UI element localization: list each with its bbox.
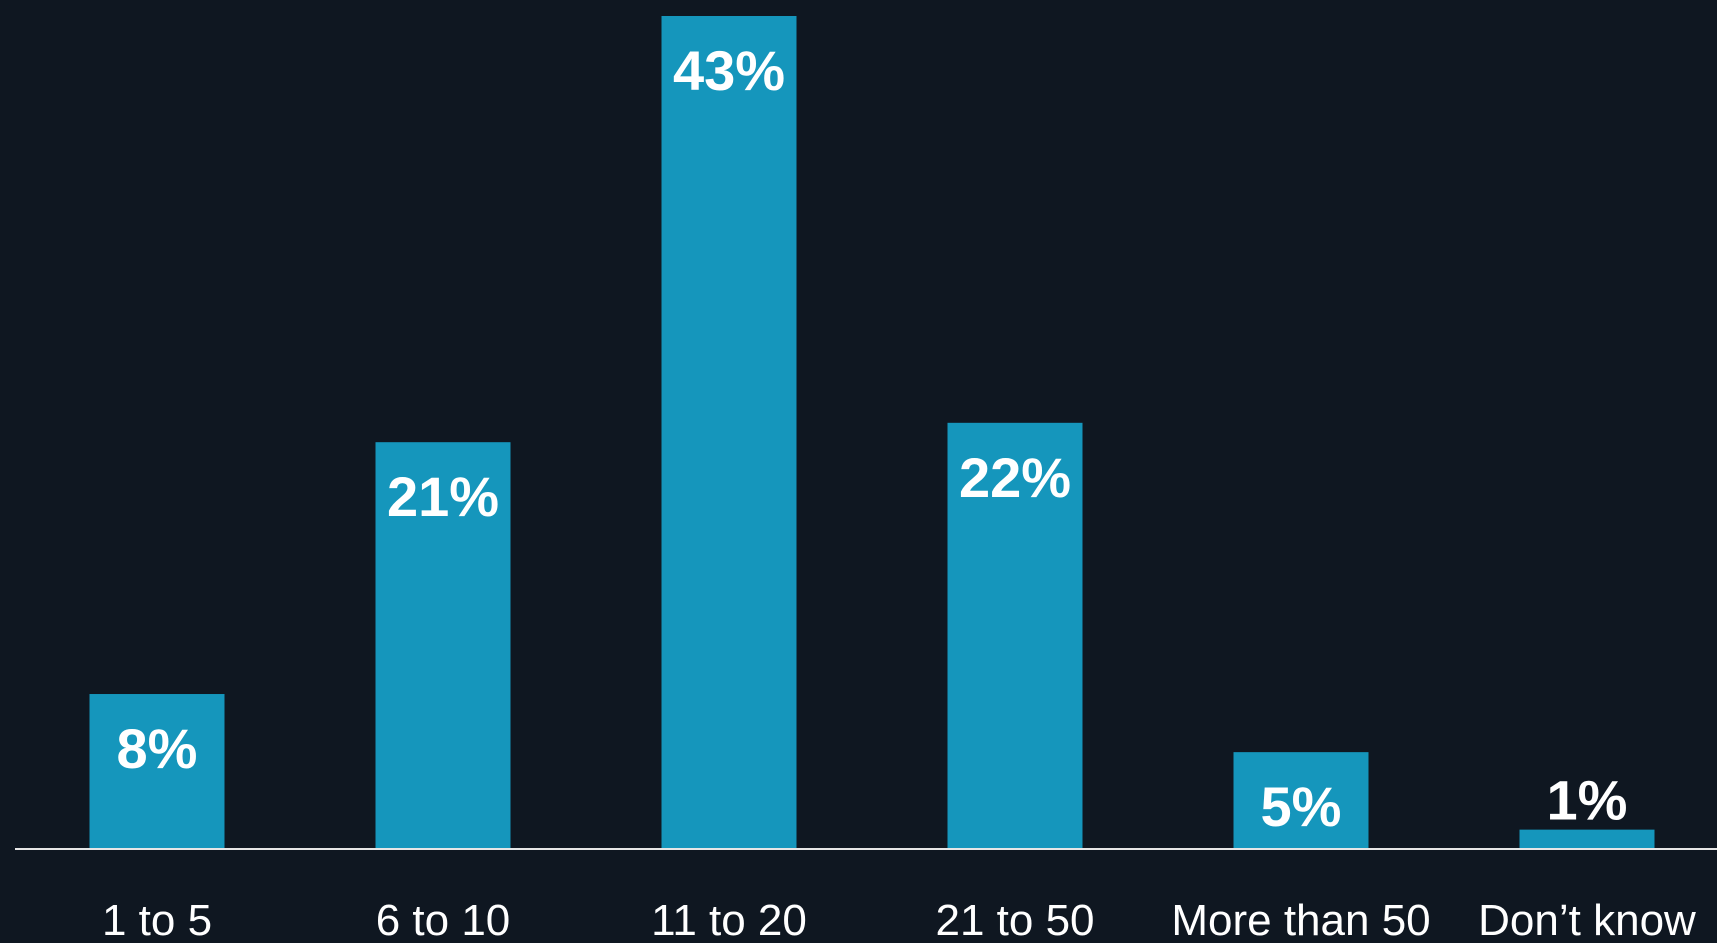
x-tick-label-1: 6 to 10 [376, 896, 511, 943]
bar-value-label-3: 22% [959, 446, 1071, 509]
bar-value-label-5: 1% [1547, 769, 1628, 832]
bar-value-label-0: 8% [117, 717, 198, 780]
bar-3 [947, 422, 1083, 849]
x-tick-label-4: More than 50 [1171, 896, 1430, 943]
bar-4 [1233, 752, 1369, 849]
bar-1 [375, 442, 511, 849]
x-tick-label-5: Don’t know [1478, 896, 1696, 943]
bar-value-label-2: 43% [673, 39, 785, 102]
x-tick-labels-group: 1 to 5 6 to 10 11 to 20 21 to 50 More than 5… [102, 896, 1696, 943]
x-tick-label-2: 11 to 20 [651, 896, 807, 943]
bars-group [89, 16, 1655, 849]
x-tick-label-3: 21 to 50 [935, 896, 1094, 943]
bar-2 [661, 16, 797, 849]
bar-5 [1519, 829, 1655, 849]
bar-0 [89, 694, 225, 849]
value-labels-group: 8% 21% 43% 22% 5% 1% [117, 39, 1628, 838]
bar-value-label-1: 21% [387, 465, 499, 528]
x-tick-label-0: 1 to 5 [102, 896, 212, 943]
bar-value-label-4: 5% [1261, 775, 1342, 838]
